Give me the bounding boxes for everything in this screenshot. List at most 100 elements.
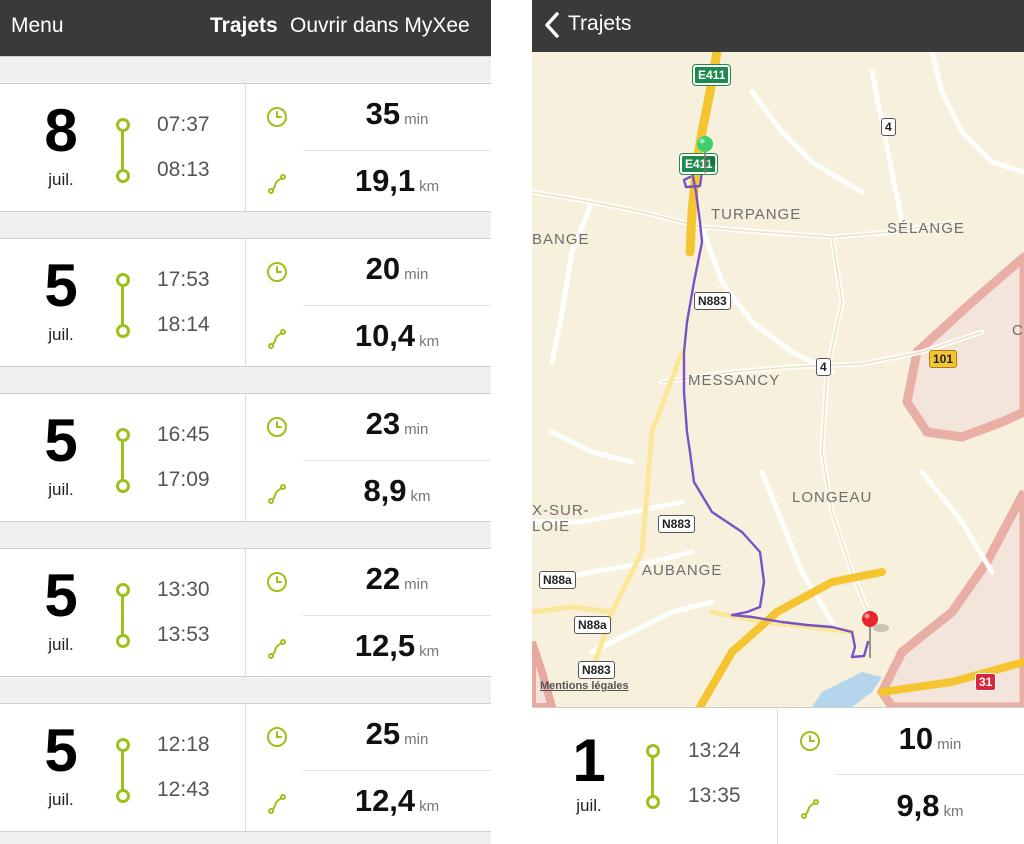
end-dot [116, 634, 130, 648]
distance-value: 19,1 km [303, 163, 491, 199]
trip-day: 5 [44, 717, 78, 784]
end-time: 17:09 [157, 468, 210, 491]
clock-icon [267, 572, 287, 592]
duration-number: 22 [365, 561, 401, 596]
trip-month: juil. [48, 480, 74, 499]
stat-divider [303, 150, 491, 151]
divider [245, 704, 246, 831]
start-time: 13:30 [157, 578, 210, 601]
trips-list-screen: Menu Trajets Ouvrir dans MyXee 8 juil. 0… [0, 0, 491, 844]
end-dot [116, 789, 130, 803]
duration-unit: min [404, 576, 429, 593]
duration-value: 22 min [303, 561, 491, 597]
end-dot [116, 169, 130, 183]
duration-value: 20 min [303, 251, 491, 287]
route-icon [801, 799, 819, 819]
duration-number: 20 [365, 251, 401, 286]
nav-title: Trajets [210, 14, 278, 37]
end-time: 18:14 [157, 313, 210, 336]
distance-number: 9,8 [896, 788, 940, 823]
distance-unit: km [419, 643, 440, 660]
start-dot [116, 273, 130, 287]
start-time: 16:45 [157, 423, 210, 446]
end-dot [116, 324, 130, 338]
distance-value: 10,4 km [303, 318, 491, 354]
start-time: 07:37 [157, 113, 210, 136]
road-badge: 101 [929, 350, 958, 368]
distance-number: 10,4 [354, 318, 416, 353]
distance-value: 12,5 km [303, 628, 491, 664]
route-icon [268, 329, 286, 349]
duration-value: 25 min [303, 716, 491, 752]
trip-day: 5 [44, 562, 78, 629]
trip-row[interactable]: 5 juil. 16:45 17:09 23 min 8,9 km [0, 394, 491, 521]
trip-row[interactable]: 5 juil. 17:53 18:14 20 min 10,4 km [0, 239, 491, 366]
route-icon [268, 484, 286, 504]
start-pin-icon[interactable] [694, 135, 716, 175]
end-dot [116, 479, 130, 493]
end-dot [646, 795, 660, 809]
trip-day: 8 [44, 97, 78, 164]
road-badge: E411 [693, 65, 731, 85]
place-label: LONGEAU [792, 489, 873, 506]
road-badge: N883 [694, 292, 731, 310]
stat-divider [303, 460, 491, 461]
clock-icon [267, 107, 287, 127]
clock-icon [267, 727, 287, 747]
distance-value: 12,4 km [303, 783, 491, 819]
divider [777, 708, 778, 844]
trip-month: juil. [48, 170, 74, 189]
place-label: AUBANGE [642, 562, 723, 579]
trip-row[interactable]: 5 juil. 13:30 13:53 22 min 12,5 km [0, 549, 491, 676]
road-badge: N88a [539, 571, 576, 589]
route-line [121, 125, 124, 177]
road-badge: 4 [881, 118, 896, 136]
route-line [121, 745, 124, 797]
road-badge: E411 [680, 154, 718, 174]
duration-value: 10 min [836, 721, 1024, 757]
route-map[interactable]: TURPANGE SÉLANGE BANGE MESSANCY LONGEAU … [532, 52, 1024, 707]
road-badge: 31 [975, 673, 997, 691]
end-time: 13:53 [157, 623, 210, 646]
trip-month: juil. [576, 796, 602, 815]
trip-row[interactable]: 5 juil. 12:18 12:43 25 min 12,4 km [0, 704, 491, 831]
duration-value: 23 min [303, 406, 491, 442]
distance-number: 8,9 [363, 473, 407, 508]
distance-number: 19,1 [354, 163, 416, 198]
list-separator [0, 676, 491, 704]
trip-month: juil. [48, 635, 74, 654]
duration-unit: min [937, 736, 962, 753]
trip-summary[interactable]: 1 juil. 13:24 13:35 10 min 9,8 km [532, 707, 1024, 844]
route-icon [268, 174, 286, 194]
clock-icon [800, 731, 820, 751]
back-button[interactable]: Trajets [568, 12, 632, 35]
trip-day: 1 [572, 727, 606, 794]
divider [245, 84, 246, 211]
distance-value: 9,8 km [836, 788, 1024, 824]
route-icon [268, 639, 286, 659]
open-in-myxee-button[interactable]: Ouvrir dans MyXee [290, 14, 470, 37]
menu-button[interactable]: Menu [11, 14, 64, 37]
road-badge: N883 [578, 661, 615, 679]
chevron-left-icon[interactable] [544, 12, 560, 38]
route-line [651, 751, 654, 801]
stat-divider [303, 615, 491, 616]
trip-day: 5 [44, 252, 78, 319]
trip-row[interactable]: 8 juil. 07:37 08:13 35 min 19,1 km [0, 84, 491, 211]
legal-link[interactable]: Mentions légales [540, 680, 629, 692]
end-time: 08:13 [157, 158, 210, 181]
route-line [121, 280, 124, 332]
duration-unit: min [404, 111, 429, 128]
duration-number: 10 [898, 721, 934, 756]
divider [245, 549, 246, 676]
duration-number: 35 [365, 96, 401, 131]
start-dot [116, 738, 130, 752]
trip-list: 8 juil. 07:37 08:13 35 min 19,1 km 5 juil.… [0, 56, 491, 844]
end-pin-icon[interactable] [859, 610, 889, 660]
start-dot [116, 583, 130, 597]
route-line [121, 590, 124, 642]
distance-value: 8,9 km [303, 473, 491, 509]
start-dot [646, 744, 660, 758]
distance-unit: km [419, 178, 440, 195]
start-time: 17:53 [157, 268, 210, 291]
